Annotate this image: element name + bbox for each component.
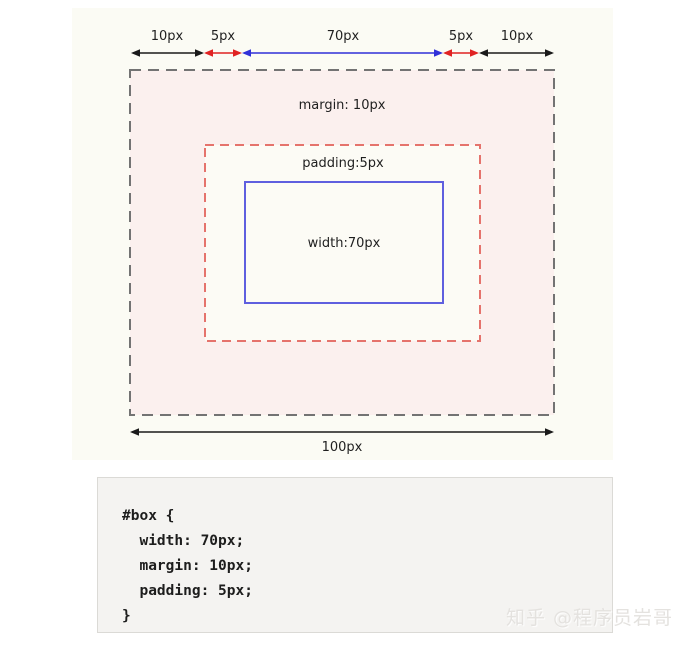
content-box-label: width:70px <box>307 236 381 251</box>
ruler-label-padding-left: 5px <box>210 29 236 44</box>
padding-box-label: padding:5px <box>302 156 384 171</box>
total-width-label: 100px <box>321 440 363 455</box>
ruler-label-margin-right: 10px <box>500 29 534 44</box>
ruler-segment-margin-left <box>131 49 204 57</box>
ruler-segment-content-width <box>242 49 443 57</box>
css-code-block: #box { width: 70px; margin: 10px; paddin… <box>97 477 613 633</box>
ruler-label-margin-left: 10px <box>150 29 184 44</box>
ruler-segment-margin-right <box>479 49 554 57</box>
margin-box-label: margin: 10px <box>298 98 386 113</box>
ruler-segment-padding-right <box>443 49 479 57</box>
css-code-text: #box { width: 70px; margin: 10px; paddin… <box>122 508 253 624</box>
content-box <box>244 181 444 304</box>
ruler-label-content-width: 70px <box>326 29 360 44</box>
ruler-label-padding-right: 5px <box>448 29 474 44</box>
ruler-segment-padding-left <box>204 49 242 57</box>
box-model-diagram <box>129 49 555 436</box>
total-width-arrow <box>130 428 554 436</box>
diagram-panel <box>72 8 613 460</box>
zhihu-watermark: 知乎 @程序员岩哥 <box>506 607 674 629</box>
